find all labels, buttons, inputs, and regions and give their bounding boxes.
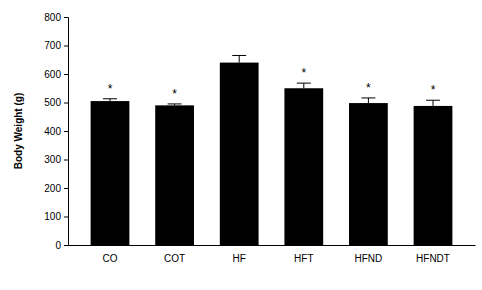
y-tick-label: 100 — [44, 211, 61, 222]
y-tick-mark — [64, 46, 68, 47]
bar — [349, 103, 388, 245]
y-tick: 800 — [44, 12, 68, 23]
error-cap — [232, 55, 246, 56]
x-tick: CO — [102, 245, 117, 264]
y-tick-mark — [64, 103, 68, 104]
bar — [284, 88, 323, 245]
y-tick-label: 600 — [44, 69, 61, 80]
chart: 0 100 200 300 400 500 600 700 800 CO COT HF HFT HFND H… — [0, 0, 482, 290]
y-tick-mark — [64, 245, 68, 246]
y-tick-label: 700 — [44, 40, 61, 51]
y-tick-label: 400 — [44, 126, 61, 137]
error-cap — [426, 100, 440, 101]
error-bar — [103, 99, 117, 101]
x-axis-line — [69, 245, 476, 246]
error-stem — [239, 55, 240, 62]
y-tick-mark — [64, 188, 68, 189]
y-tick: 600 — [44, 69, 68, 80]
y-tick-label: 800 — [44, 12, 61, 23]
y-tick-mark — [64, 131, 68, 132]
annotations: * * * * * — [108, 66, 436, 101]
y-tick-mark — [64, 217, 68, 218]
x-axis: CO COT HF HFT HFND HFNDT — [69, 245, 476, 264]
x-tick: HF — [233, 245, 246, 264]
x-tick: HFND — [355, 245, 383, 264]
error-bar — [361, 98, 375, 103]
x-tick: COT — [164, 245, 185, 264]
y-tick-mark — [64, 74, 68, 75]
error-stem — [303, 83, 304, 88]
x-tick-label: HFT — [294, 253, 313, 264]
error-cap — [361, 97, 375, 98]
x-tick-label: HF — [233, 253, 246, 264]
y-tick: 500 — [44, 97, 68, 108]
y-tick: 300 — [44, 154, 68, 165]
bar — [220, 63, 259, 245]
y-tick-label: 300 — [44, 154, 61, 165]
error-bar — [426, 100, 440, 106]
annotation: * — [108, 82, 113, 96]
y-tick-label: 500 — [44, 97, 61, 108]
plot — [91, 55, 453, 245]
error-cap — [103, 98, 117, 99]
x-tick-label: HFNDT — [416, 253, 450, 264]
bar — [155, 105, 194, 245]
annotation: * — [366, 81, 371, 95]
y-tick: 100 — [44, 211, 68, 222]
x-tick: HFNDT — [416, 245, 450, 264]
error-stem — [433, 100, 434, 106]
error-cap — [297, 83, 311, 84]
annotation: * — [301, 66, 306, 80]
y-tick-mark — [64, 160, 68, 161]
error-cap — [168, 103, 182, 104]
bar — [414, 106, 453, 245]
y-tick: 700 — [44, 40, 68, 51]
error-bar — [168, 104, 182, 105]
bar — [91, 101, 130, 245]
error-bar — [297, 83, 311, 88]
annotation: * — [431, 83, 436, 97]
error-bar — [232, 55, 246, 62]
x-tick-label: COT — [164, 253, 185, 264]
x-tick-label: HFND — [355, 253, 383, 264]
y-tick-mark — [64, 17, 68, 18]
y-tick: 200 — [44, 183, 68, 194]
error-stem — [368, 98, 369, 103]
annotation: * — [172, 87, 177, 101]
y-axis-line — [64, 18, 69, 246]
y-axis-title: Body Weight (g) — [13, 93, 24, 169]
x-tick-label: CO — [102, 253, 117, 264]
y-axis: 0 100 200 300 400 500 600 700 800 — [44, 12, 68, 251]
y-tick: 400 — [44, 126, 68, 137]
y-tick: 0 — [55, 240, 68, 251]
y-tick-label: 0 — [55, 240, 61, 251]
y-tick-label: 200 — [44, 183, 61, 194]
x-tick: HFT — [294, 245, 313, 264]
